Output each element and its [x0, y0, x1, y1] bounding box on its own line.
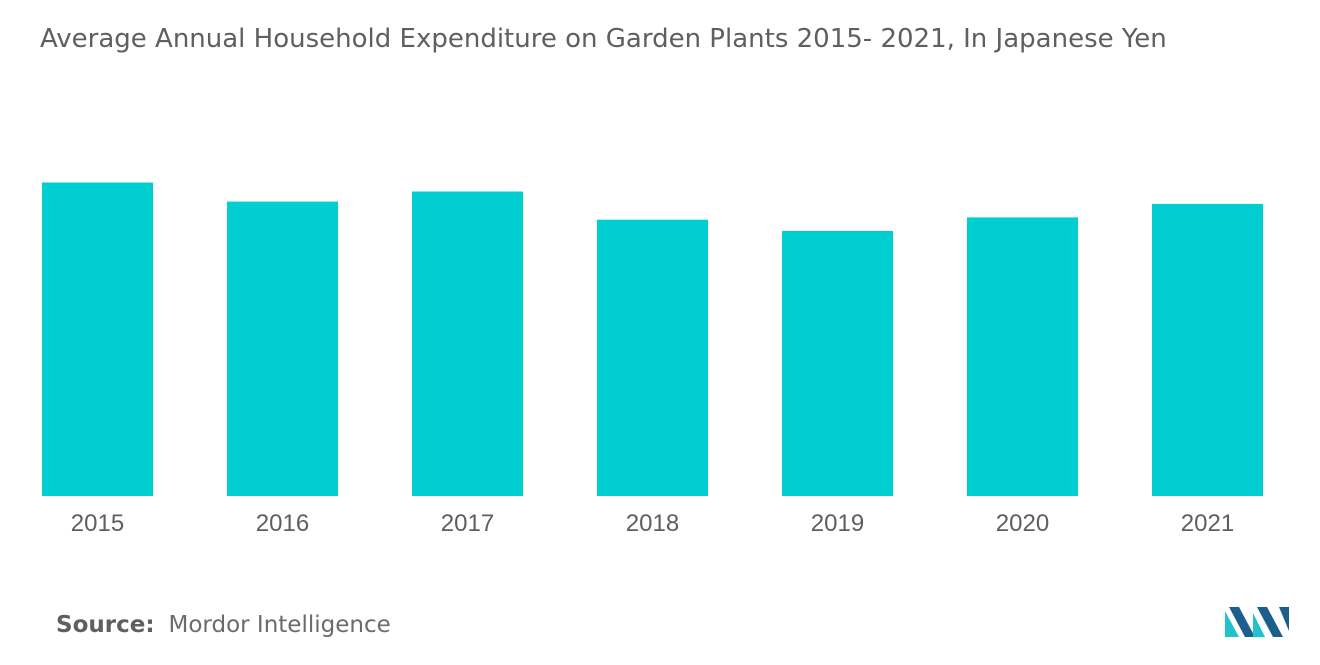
- bar-2016: [227, 201, 338, 496]
- x-tick-label: 2021: [1181, 510, 1234, 537]
- x-tick-label: 2017: [441, 510, 494, 537]
- bar-2019: [782, 231, 893, 496]
- bar-2018: [597, 219, 708, 496]
- x-tick-label: 2018: [626, 510, 679, 537]
- bar-2020: [967, 217, 1078, 496]
- bar-2021: [1152, 203, 1263, 496]
- x-tick-label: 2015: [71, 510, 124, 537]
- x-tick-label: 2020: [996, 510, 1049, 537]
- source-value: Mordor Intelligence: [168, 612, 391, 638]
- source-note: Source: Mordor Intelligence: [56, 612, 391, 638]
- x-tick-label: 2019: [811, 510, 864, 537]
- source-label: Source:: [56, 612, 155, 638]
- mordor-logo-icon: [1225, 607, 1289, 637]
- x-tick-label: 2016: [256, 510, 309, 537]
- bar-2017: [412, 191, 523, 496]
- bar-2015: [42, 182, 153, 496]
- chart-title: Average Annual Household Expenditure on …: [40, 24, 1167, 54]
- bar-chart: 2015 2016 2017 2018 2019 2020 2021: [42, 182, 1263, 537]
